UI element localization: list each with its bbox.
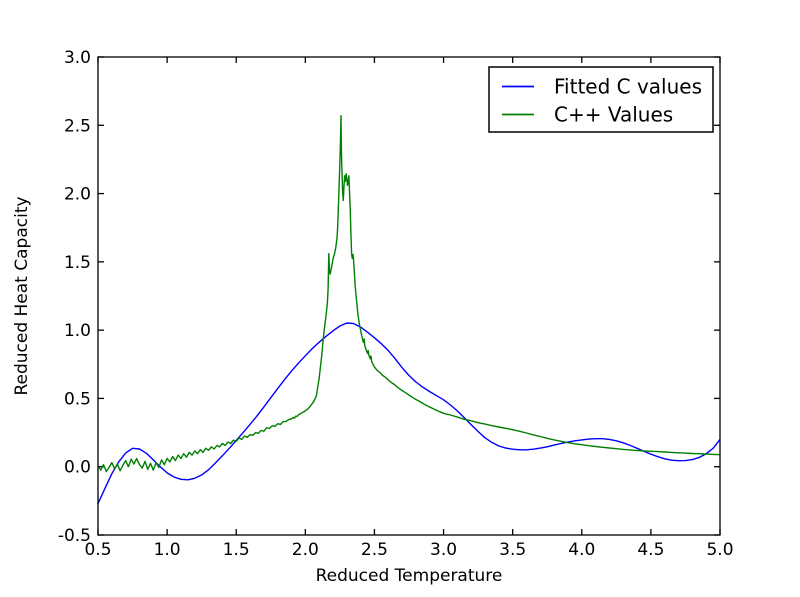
- y-tick-label: 1.5: [64, 253, 91, 273]
- y-axis-label: Reduced Heat Capacity: [12, 196, 32, 395]
- legend-box: [488, 66, 714, 133]
- x-tick-label: 2.5: [361, 540, 388, 560]
- x-tick-label: 4.5: [637, 540, 664, 560]
- series-lines: [97, 114, 721, 505]
- y-tick-label: 0.5: [64, 389, 91, 409]
- x-tick-label: 0.5: [84, 540, 111, 560]
- plot-border: [97, 56, 721, 536]
- x-tick-label: 1.0: [154, 540, 181, 560]
- legend: Fitted C values C++ Values: [488, 66, 714, 133]
- x-axis-label: Reduced Temperature: [316, 566, 503, 586]
- y-tick-label: 3.0: [64, 48, 91, 68]
- y-tick-label: 0.0: [64, 458, 91, 478]
- y-tick-label: 1.0: [64, 321, 91, 341]
- y-tick-label: 2.5: [64, 116, 91, 136]
- series-line-fitted-c-values: [97, 322, 721, 505]
- x-tick-label: 3.0: [430, 540, 457, 560]
- x-tick-label: 2.0: [292, 540, 319, 560]
- x-tick-label: 4.0: [568, 540, 595, 560]
- series-line-c-values: [97, 114, 721, 473]
- x-tick-label: 1.5: [223, 540, 250, 560]
- x-tick-label: 5.0: [706, 540, 733, 560]
- legend-label-cpp-values: C++ Values: [554, 103, 673, 127]
- y-tick-label: -0.5: [58, 526, 91, 546]
- y-tick-label: 2.0: [64, 185, 91, 205]
- legend-label-fitted-c-values: Fitted C values: [554, 75, 702, 99]
- x-tick-label: 3.5: [499, 540, 526, 560]
- axis-ticks: 0.5 1.0 1.5 2.0 2.5 3.0 3.5 4.0 4.5 5.0 -0.5 0.0 0.5…: [58, 48, 734, 560]
